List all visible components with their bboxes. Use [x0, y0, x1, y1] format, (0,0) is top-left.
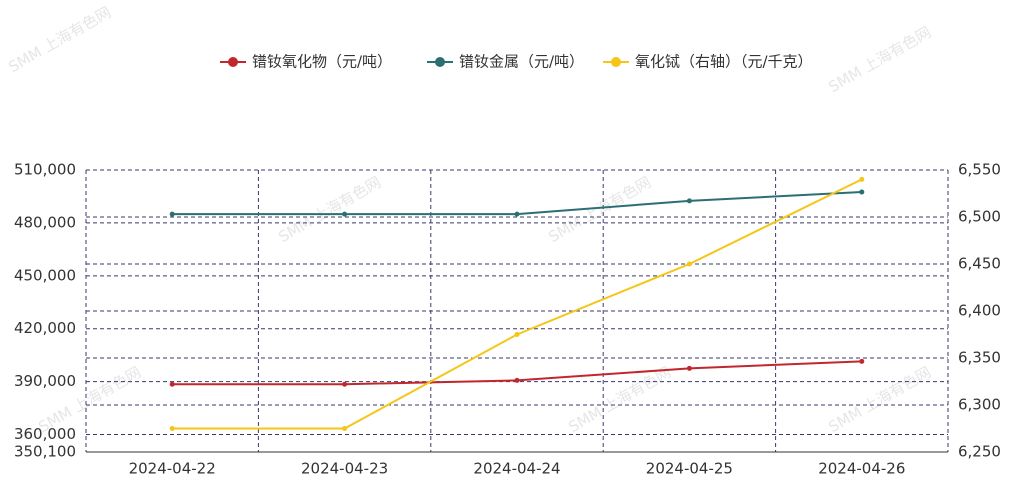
- y-tick-label: 350,100: [14, 443, 76, 461]
- point: [686, 365, 692, 371]
- point: [514, 332, 520, 337]
- point: [514, 377, 520, 383]
- y-tick-label: 420,000: [14, 319, 76, 337]
- legend-label: 氧化铽（右轴）（元/千克）: [635, 53, 813, 71]
- x-tick-label: 2024-04-23: [301, 460, 388, 478]
- point: [169, 426, 175, 431]
- point: [342, 211, 348, 217]
- watermark: SMM 上海有色网: [825, 363, 934, 436]
- legend-label: 镨钕金属（元/吨）: [459, 53, 584, 71]
- watermark: SMM 上海有色网: [825, 23, 934, 96]
- legend-label: 镨钕氧化物（元/吨）: [252, 53, 392, 71]
- legend-marker: [435, 57, 445, 67]
- watermark: SMM 上海有色网: [545, 173, 654, 246]
- y-tick-label: 450,000: [14, 266, 76, 284]
- y2-tick-label: 6,250: [958, 443, 1001, 461]
- point: [169, 211, 175, 217]
- y-tick-label: 390,000: [14, 372, 76, 390]
- y2-tick-label: 6,450: [958, 255, 1001, 273]
- y-tick-label: 360,000: [14, 425, 76, 443]
- watermark: SMM 上海有色网: [5, 3, 114, 76]
- y2-tick-label: 6,550: [958, 161, 1001, 179]
- legend-marker: [228, 57, 238, 67]
- y2-tick-label: 6,350: [958, 349, 1001, 367]
- point: [342, 381, 348, 387]
- legend-marker: [611, 57, 621, 67]
- y2-tick-label: 6,500: [958, 208, 1001, 226]
- point: [859, 176, 865, 182]
- y2-tick-label: 6,400: [958, 302, 1001, 320]
- point: [342, 426, 348, 431]
- point: [859, 358, 865, 364]
- point: [169, 381, 175, 387]
- x-tick-label: 2024-04-26: [818, 460, 905, 478]
- point: [686, 198, 692, 204]
- point: [514, 211, 520, 217]
- point: [859, 189, 865, 195]
- y-tick-label: 510,000: [14, 161, 76, 179]
- y2-tick-label: 6,300: [958, 396, 1001, 414]
- x-tick-label: 2024-04-25: [646, 460, 733, 478]
- y-tick-label: 480,000: [14, 213, 76, 231]
- point: [686, 261, 692, 267]
- x-tick-label: 2024-04-24: [473, 460, 560, 478]
- x-tick-label: 2024-04-22: [129, 460, 216, 478]
- watermark: SMM 上海有色网: [275, 173, 384, 246]
- series-line: [172, 191, 862, 216]
